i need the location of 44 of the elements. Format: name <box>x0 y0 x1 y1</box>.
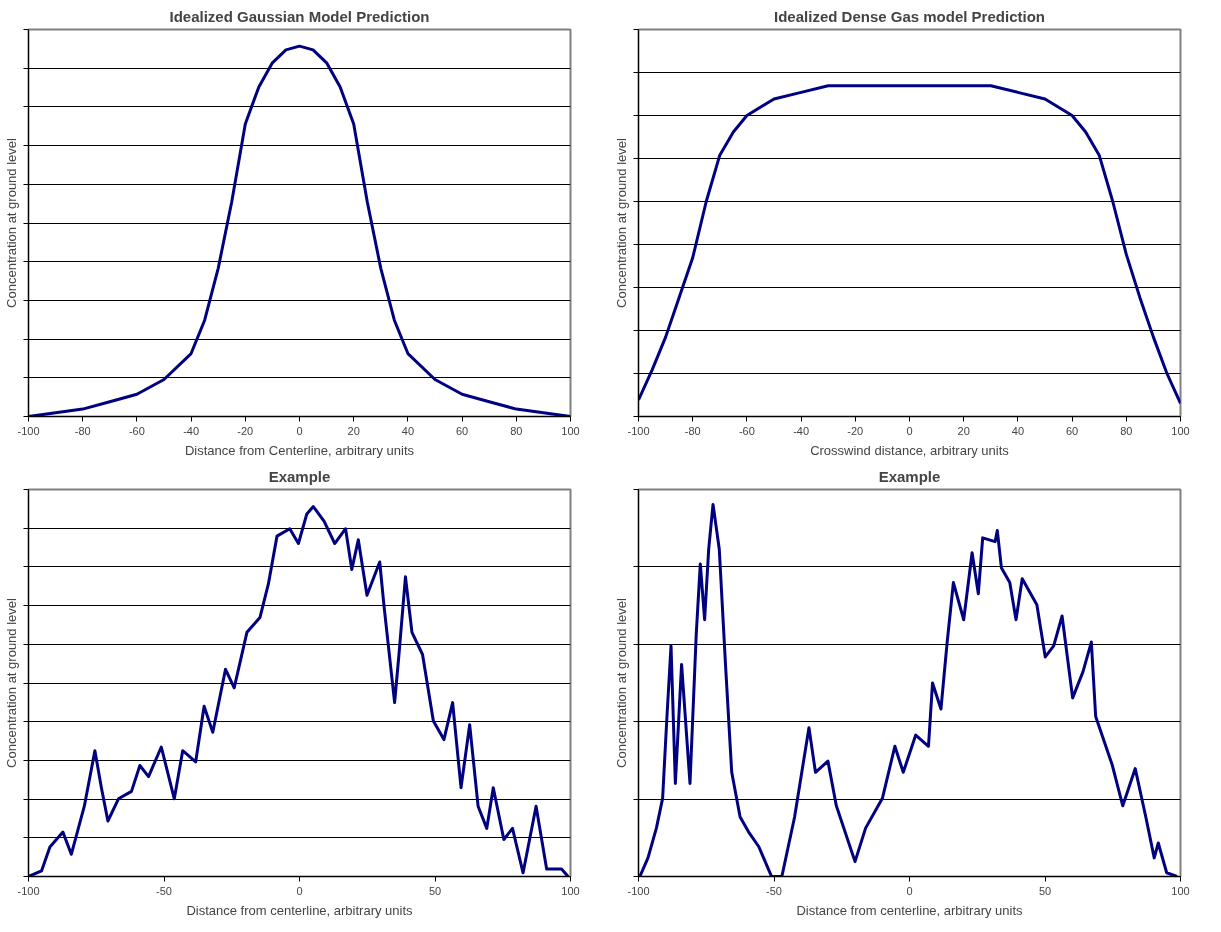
x-tick-label: 100 <box>1171 424 1190 437</box>
x-tick-label: -50 <box>766 884 782 897</box>
x-tick-label: -20 <box>237 424 254 437</box>
x-tick-label: 20 <box>347 424 360 437</box>
chart-title: Idealized Gaussian Model Prediction <box>169 7 430 25</box>
x-tick-label: -100 <box>17 424 40 437</box>
x-axis-title: Crosswind distance, arbitrary units <box>810 442 1010 458</box>
x-tick-label: 0 <box>296 424 303 437</box>
x-tick-label: 50 <box>1038 884 1052 897</box>
x-tick-label: 0 <box>296 884 303 897</box>
x-tick-label: -100 <box>17 884 40 897</box>
y-axis-title: Concentration at ground level <box>613 137 629 308</box>
x-tick-label: -100 <box>627 424 650 437</box>
y-axis-title: Concentration at ground level <box>613 597 629 768</box>
x-tick-label: -60 <box>128 424 145 437</box>
x-tick-label: -50 <box>156 884 172 897</box>
x-tick-label: 100 <box>561 424 580 437</box>
x-tick-label: 40 <box>401 424 415 437</box>
x-tick-label: 80 <box>1120 424 1133 437</box>
x-axis-title: Distance from centerline, arbitrary units <box>796 902 1024 918</box>
chart-title: Example <box>878 467 941 485</box>
x-tick-label: 0 <box>906 884 913 897</box>
x-tick-label: 20 <box>957 424 970 437</box>
x-tick-label: -60 <box>738 424 755 437</box>
y-axis-title: Concentration at ground level <box>3 597 19 768</box>
chart-title: Example <box>268 467 331 485</box>
x-tick-label: 60 <box>1065 424 1079 437</box>
x-tick-label: -40 <box>793 424 810 437</box>
x-tick-label: 80 <box>510 424 523 437</box>
y-axis-title: Concentration at ground level <box>3 137 19 308</box>
x-tick-label: 100 <box>561 884 580 897</box>
x-tick-label: 100 <box>1171 884 1190 897</box>
x-tick-label: 40 <box>1011 424 1025 437</box>
x-tick-label: -80 <box>684 424 701 437</box>
x-tick-label: -40 <box>183 424 200 437</box>
x-tick-label: 60 <box>455 424 469 437</box>
x-tick-label: -20 <box>847 424 864 437</box>
x-tick-label: 50 <box>428 884 442 897</box>
chart-title: Idealized Dense Gas model Prediction <box>774 7 1045 25</box>
x-tick-label: 0 <box>906 424 913 437</box>
x-axis-title: Distance from centerline, arbitrary units <box>186 902 414 918</box>
x-tick-label: -100 <box>627 884 650 897</box>
x-axis-title: Distance from Centerline, arbitrary units <box>184 442 415 458</box>
x-tick-label: -80 <box>74 424 91 437</box>
